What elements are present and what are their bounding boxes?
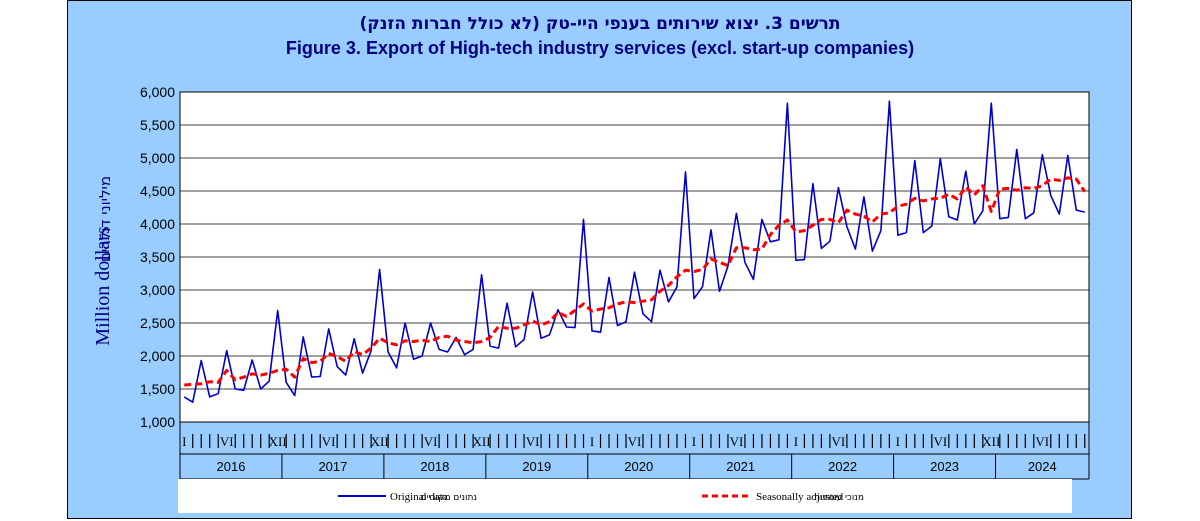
legend-box (178, 479, 1072, 513)
series-seasonally-adjusted (184, 176, 1087, 387)
month-marker-label: XII (473, 434, 491, 449)
year-label: 2019 (522, 459, 551, 474)
chart-frame: תרשים 3. יצוא שירותים בענפי היי-טק (לא כ… (67, 0, 1132, 519)
legend-label-seasonal: Seasonally adjusted (756, 491, 844, 503)
y-tick-label: 6,000 (140, 84, 175, 100)
year-label: 2022 (828, 459, 857, 474)
y-tick-label: 1,000 (140, 414, 175, 430)
legend-label-seasonal-hebrew: מנוכי עונתיות (814, 493, 864, 503)
month-marker-label: I (896, 434, 900, 449)
month-marker-label: I (794, 434, 798, 449)
y-axis-label-hebrew: מיליוני דולרים (96, 176, 114, 262)
y-tick-label: 5,500 (140, 117, 175, 133)
y-tick-label: 4,000 (140, 216, 175, 232)
month-marker-label: XII (269, 434, 287, 449)
month-marker-label: I (590, 434, 594, 449)
y-tick-label: 1,500 (140, 381, 175, 397)
month-marker-label: VI (1035, 434, 1049, 449)
y-tick-label: 3,000 (140, 282, 175, 298)
year-label: 2017 (318, 459, 347, 474)
y-tick-label: 3,500 (140, 249, 175, 265)
x-axis: I VI XII VI XII VI XII VI I VI I VI I VI I VI XII VI 2016 2… (179, 422, 1090, 480)
month-marker-label: VI (730, 434, 744, 449)
year-label: 2016 (217, 459, 246, 474)
year-label: 2018 (420, 459, 449, 474)
year-label: 2021 (726, 459, 755, 474)
month-marker-label: XII (371, 434, 389, 449)
year-label: 2023 (930, 459, 959, 474)
chart-title-hebrew: תרשים 3. יצוא שירותים בענפי היי-טק (לא כ… (360, 14, 841, 34)
chart-title-english: Figure 3. Export of High-tech industry s… (286, 38, 914, 58)
y-tick-label: 5,000 (140, 150, 175, 166)
y-tick-label: 2,000 (140, 348, 175, 364)
year-label: 2024 (1028, 459, 1057, 474)
legend-label-original: Original data (390, 491, 448, 503)
month-marker-label: VI (424, 434, 438, 449)
y-axis-label: Million dollars (92, 226, 114, 346)
y-tick-label: 2,500 (140, 315, 175, 331)
month-marker-label: VI (628, 434, 642, 449)
month-marker-label: VI (832, 434, 846, 449)
year-label: 2020 (624, 459, 653, 474)
chart-svg: תרשים 3. יצוא שירותים בענפי היי-טק (לא כ… (92, 14, 1090, 513)
y-axis-ticks: 1,000 1,500 2,000 2,500 3,000 3,500 4,000 4,500… (140, 84, 175, 430)
month-marker-label: I (182, 434, 186, 449)
month-marker-label: VI (220, 434, 234, 449)
legend-label-original-hebrew: נתונים מקוריים (421, 493, 477, 503)
month-marker-label: VI (933, 434, 947, 449)
y-tick-label: 4,500 (140, 183, 175, 199)
month-marker-label: VI (322, 434, 336, 449)
series-group (183, 100, 1087, 404)
month-marker-label: VI (526, 434, 540, 449)
month-marker-label: I (692, 434, 696, 449)
month-marker-label: XII (982, 434, 1000, 449)
